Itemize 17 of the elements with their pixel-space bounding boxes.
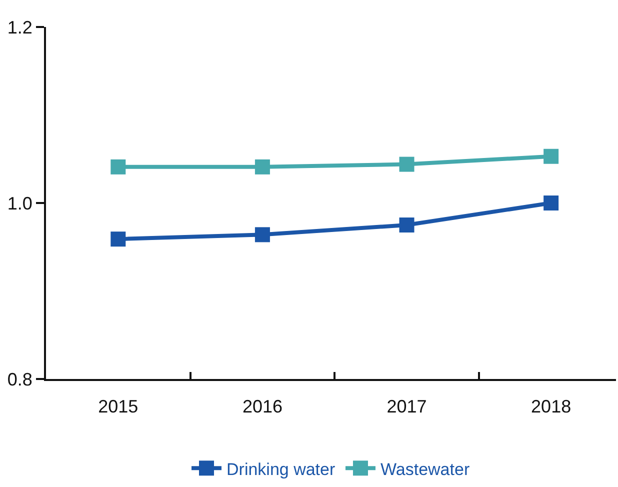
legend-label: Drinking water — [226, 460, 336, 479]
point — [254, 227, 270, 242]
point — [110, 159, 126, 174]
point — [544, 196, 559, 210]
y-tick-label: 0.8 — [7, 369, 32, 390]
point — [544, 148, 559, 164]
point — [254, 159, 270, 174]
y-tick-label: 1.2 — [7, 17, 32, 38]
point — [399, 218, 414, 232]
x-tick-label: 2018 — [531, 396, 572, 417]
y-tick-label: 1.0 — [7, 193, 32, 214]
point — [110, 232, 126, 247]
point — [399, 156, 414, 172]
x-tick-label: 2015 — [98, 396, 138, 417]
x-tick-label: 2017 — [386, 396, 427, 417]
x-tick-label: 2016 — [242, 396, 282, 417]
legend-label: Wastewater — [380, 460, 470, 479]
